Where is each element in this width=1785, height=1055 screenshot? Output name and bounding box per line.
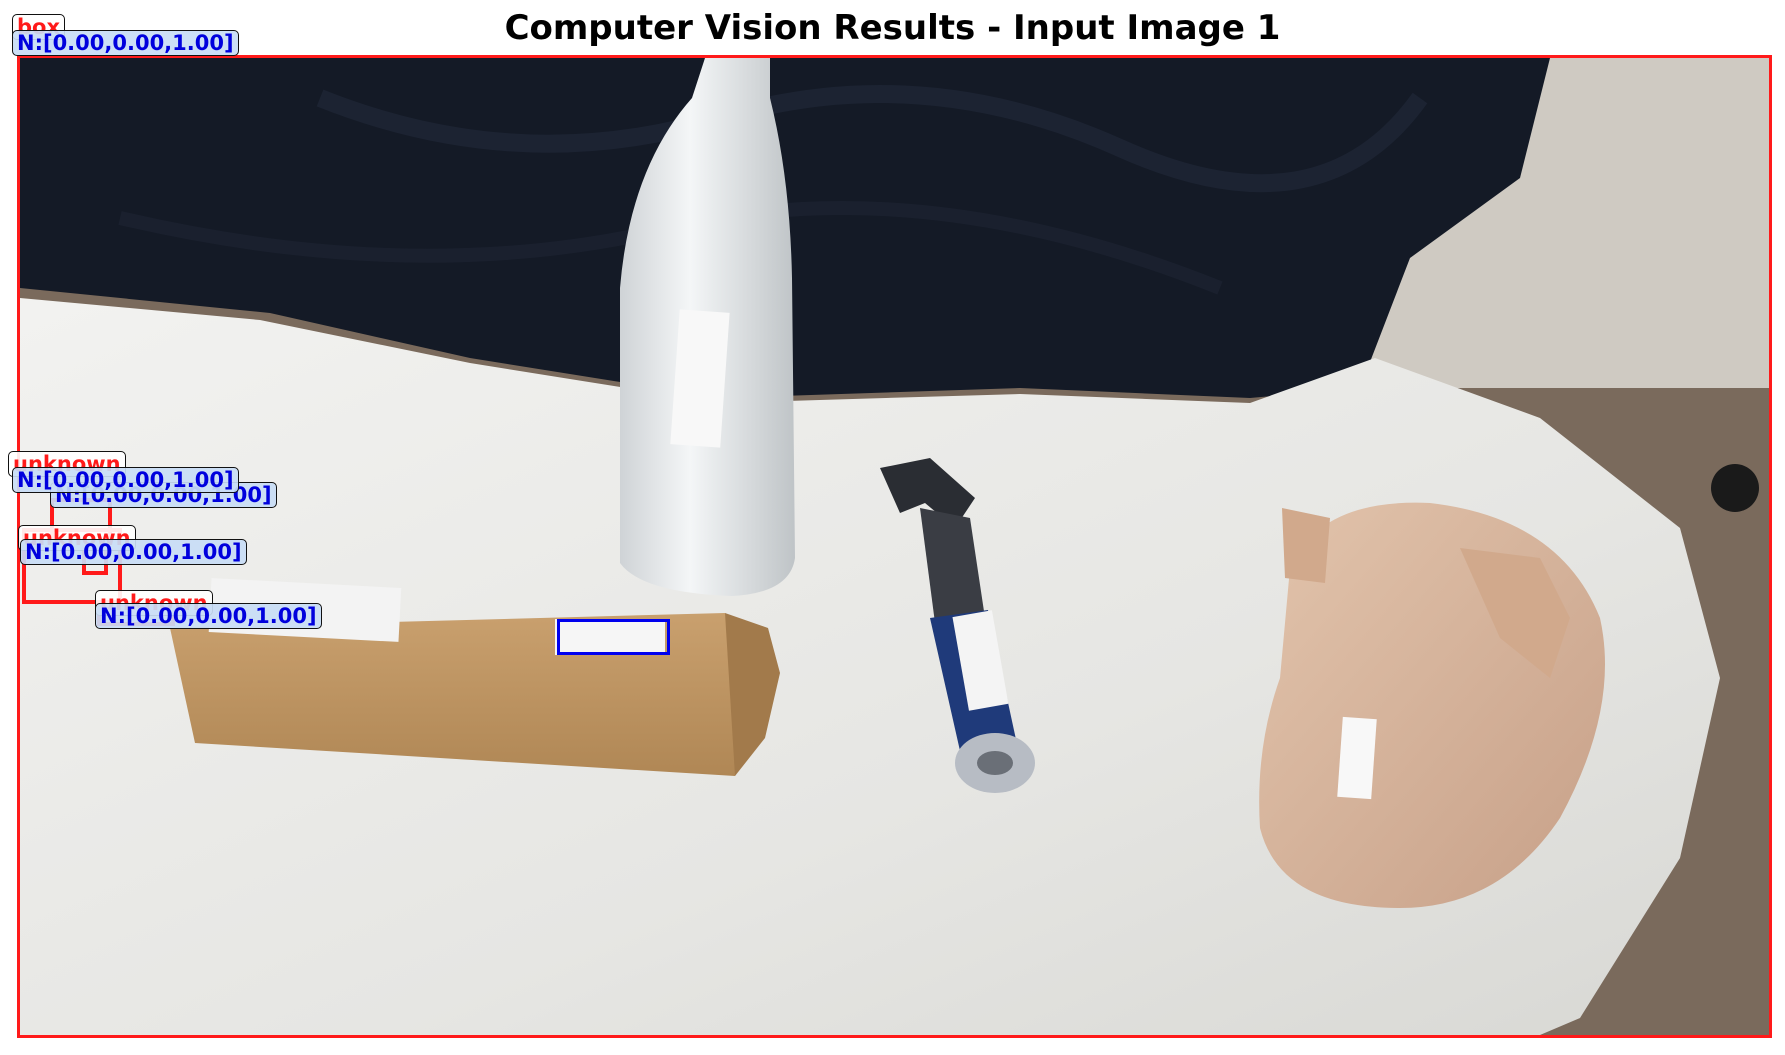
wrench bbox=[880, 458, 1035, 793]
detection-norm-label: N:[0.00,0.00,1.00] bbox=[20, 539, 247, 565]
water-bottle bbox=[620, 58, 795, 596]
barcode-detection-box bbox=[557, 619, 670, 655]
result-image bbox=[17, 55, 1772, 1038]
detection-norm-label: N:[0.00,0.00,1.00] bbox=[12, 467, 239, 493]
page-title: Computer Vision Results - Input Image 1 bbox=[504, 8, 1281, 48]
detection-norm-label: N:[0.00,0.00,1.00] bbox=[12, 30, 239, 56]
scene-illustration bbox=[20, 58, 1769, 1035]
clog-shoe bbox=[1259, 502, 1605, 908]
detection-norm-label: N:[0.00,0.00,1.00] bbox=[95, 603, 322, 629]
